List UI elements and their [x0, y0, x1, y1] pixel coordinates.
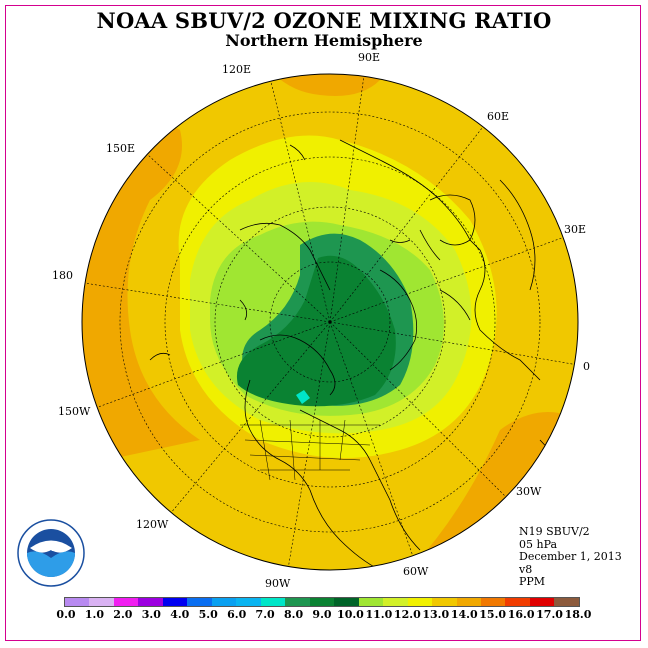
ozone-region-8-9 — [296, 390, 310, 404]
plot-frame — [5, 5, 641, 641]
color-swatch — [480, 598, 506, 606]
lon-label-30w: 30W — [516, 485, 542, 498]
color-swatch — [236, 598, 261, 606]
scale-tick-label: 11.0 — [365, 608, 393, 621]
lon-label-180: 180 — [52, 269, 73, 282]
scale-tick-label: 18.0 — [564, 608, 592, 621]
color-scale-bar — [64, 597, 580, 607]
lon-label-90e: 90E — [358, 51, 380, 64]
info-date: December 1, 2013 — [519, 550, 622, 563]
scale-tick-label: 8.0 — [283, 608, 304, 621]
color-swatch — [309, 598, 335, 606]
color-swatch — [358, 598, 384, 606]
color-scale-ticks: 0.0 1.0 2.0 3.0 4.0 5.0 6.0 7.0 8.0 9.0 10.0 11.0 12… — [0, 608, 648, 622]
scale-tick-label: 4.0 — [170, 608, 190, 621]
color-swatch — [383, 598, 408, 606]
lon-label-150e: 150E — [106, 142, 135, 155]
map-title: NOAA SBUV/2 OZONE MIXING RATIO — [96, 8, 552, 33]
noaa-logo-icon: NOAA — [17, 519, 85, 587]
scale-tick-label: 15.0 — [479, 608, 507, 621]
us-state-boundaries — [240, 419, 380, 481]
scale-tick-label: 10.0 — [337, 608, 364, 621]
map-boundary — [81, 73, 579, 571]
color-swatch — [334, 598, 359, 606]
color-swatch — [211, 598, 237, 606]
scale-tick-label: 17.0 — [536, 608, 563, 621]
info-level: 05 hPa — [519, 537, 558, 551]
scale-tick-label: 3.0 — [141, 608, 161, 621]
color-swatch — [529, 598, 555, 606]
color-swatch — [187, 598, 212, 606]
lon-label-150w: 150W — [58, 405, 91, 418]
scale-tick-label: 1.0 — [84, 608, 105, 621]
scale-tick-label: 14.0 — [450, 608, 478, 621]
lon-label-60w: 60W — [403, 565, 429, 578]
info-satellite: N19 SBUV/2 — [519, 525, 590, 538]
color-swatch — [407, 598, 433, 606]
scale-tick-label: 7.0 — [255, 608, 275, 621]
color-swatch — [285, 598, 310, 606]
scale-tick-label: 2.0 — [113, 608, 133, 621]
longitude-labels: 120E 90E 60E 150E 30E 180 0 150W 30W 120… — [52, 51, 590, 590]
lon-label-120w: 120W — [136, 518, 169, 531]
info-units: PPM — [519, 575, 546, 588]
color-swatch — [138, 598, 163, 606]
color-swatch — [260, 598, 286, 606]
lon-label-30e: 30E — [564, 223, 586, 236]
coastlines — [149, 139, 571, 570]
scale-tick-label: 12.0 — [393, 608, 421, 621]
color-swatch — [89, 598, 114, 606]
map-subtitle: Northern Hemisphere — [225, 31, 423, 50]
color-swatch — [65, 598, 90, 606]
lon-label-120e: 120E — [222, 63, 251, 76]
color-swatch — [505, 598, 530, 606]
noaa-logo: NOAA — [16, 518, 86, 592]
product-info: N19 SBUV/2 05 hPa December 1, 2013 v8 PP… — [519, 525, 622, 589]
color-swatch — [162, 598, 188, 606]
lon-label-0: 0 — [583, 360, 590, 373]
color-swatch — [554, 598, 579, 606]
scale-tick-label: 6.0 — [227, 608, 247, 621]
graticule — [82, 74, 578, 570]
color-swatch — [432, 598, 457, 606]
ozone-region-9-10 — [236, 255, 396, 407]
lon-label-60e: 60E — [487, 110, 509, 123]
scale-tick-label: 0.0 — [56, 608, 76, 621]
info-version: v8 — [519, 562, 533, 576]
color-swatch — [456, 598, 481, 606]
lon-label-90w: 90W — [265, 577, 291, 590]
noaa-logo-text: NOAA — [37, 544, 66, 554]
scale-tick-label: 9.0 — [312, 608, 332, 621]
scale-tick-label: 16.0 — [507, 608, 535, 621]
color-swatch — [113, 598, 139, 606]
scale-tick-label: 13.0 — [422, 608, 450, 621]
scale-tick-label: 5.0 — [198, 608, 218, 621]
